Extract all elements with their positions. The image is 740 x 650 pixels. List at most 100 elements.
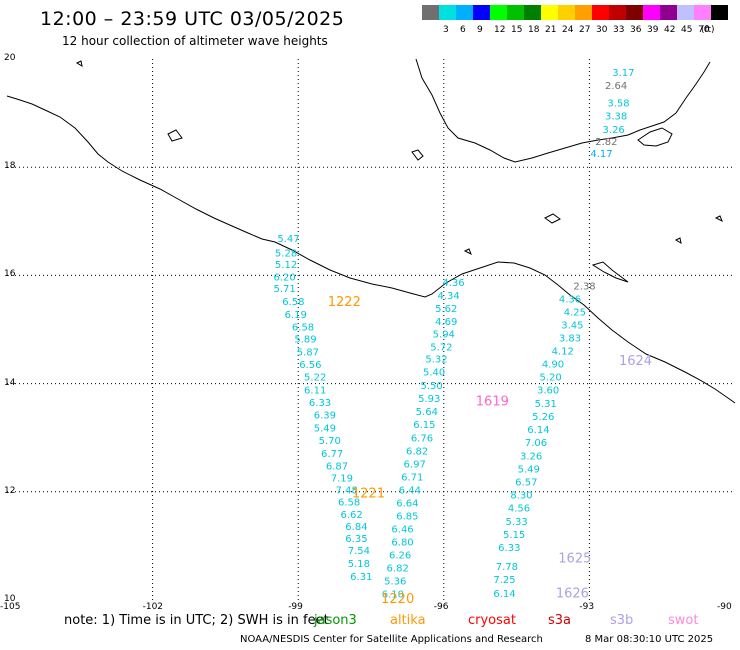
legend-label: 3 [443, 25, 449, 35]
legend-swatch [558, 5, 575, 20]
legend-swatch [711, 5, 728, 20]
wave-height-value: 6.71 [401, 473, 423, 484]
pass-time-label: 1626 [556, 586, 589, 601]
wave-height-value: 6.35 [345, 534, 367, 545]
pass-labels: 1222 1619 1624 1221 1625 1626 1220 [328, 295, 652, 607]
longitude-label: -93 [579, 602, 595, 612]
legend-swatch [541, 5, 558, 20]
legend-label: 33 [613, 25, 625, 35]
wave-height-value: 7.25 [493, 575, 515, 586]
island-outline [591, 261, 629, 283]
island-outline [411, 149, 424, 161]
altimeter-tracks: 5.475.285.126.205.716.586.196.585.895.87… [273, 68, 634, 601]
map-title: 12:00 – 23:59 UTC 03/05/2025 [40, 8, 345, 30]
legend-swatch [575, 5, 592, 20]
wave-height-value: 4.34 [438, 291, 460, 302]
wave-height-value: 6.80 [391, 538, 413, 549]
generated-timestamp: 8 Mar 08:30:10 UTC 2025 [585, 634, 714, 645]
wave-height-value: 6.56 [299, 360, 321, 371]
legend-label: 70 [698, 25, 710, 35]
wave-height-value: 5.36 [384, 577, 406, 588]
pacific-coastline [6, 95, 736, 404]
pass-time-label: 1625 [558, 551, 591, 566]
wave-height-value: 3.45 [561, 321, 583, 332]
legend-swatch [507, 5, 524, 20]
wave-height-value: 6.64 [396, 499, 418, 510]
legend-swatch [609, 5, 626, 20]
wave-height-value: 6.39 [314, 410, 336, 421]
latitude-label: 18 [4, 161, 16, 172]
wave-height-value: 6.87 [326, 461, 348, 472]
latitude-label: 20 [4, 53, 16, 63]
wave-height-value: 5.70 [319, 436, 341, 447]
wave-height-value: 3.58 [607, 98, 629, 109]
legend-label: 36 [630, 25, 642, 35]
wave-height-value: 5.72 [430, 342, 452, 353]
longitude-label: -90 [717, 602, 732, 612]
wave-height-value: 3.26 [603, 125, 625, 136]
wave-height-value: 4.25 [564, 308, 586, 319]
wave-height-value: 2.64 [605, 81, 627, 92]
legend-label: 12 [494, 25, 506, 35]
island-outline [167, 129, 183, 142]
wave-height-value: 4.36 [559, 295, 581, 306]
wave-height-value: 6.33 [309, 398, 331, 409]
wave-height-value: 7.06 [525, 438, 547, 449]
legend-label: 18 [528, 25, 540, 35]
wave-height-value: 5.47 [277, 234, 299, 245]
wave-height-value: 2.38 [573, 282, 595, 293]
island-outline [75, 60, 83, 68]
wave-height-value: 6.26 [389, 551, 411, 562]
wave-height-value: 6.11 [304, 386, 326, 397]
wave-height-value: 3.60 [537, 386, 559, 397]
wave-height-value: 3.38 [605, 111, 627, 122]
wave-height-value: 5.20 [539, 373, 561, 384]
latitude-label: 10 [4, 594, 16, 604]
satellite-name: s3a [548, 613, 572, 628]
gulf-coastline [415, 58, 711, 163]
wave-height-value: 4.69 [435, 317, 457, 328]
wave-height-value: 5.18 [348, 559, 370, 570]
wave-height-value: 4.36 [442, 278, 464, 289]
island-outline [637, 127, 673, 147]
legend-swatch [660, 5, 677, 20]
wave-height-value: 6.10 [382, 590, 404, 601]
island-outline [463, 248, 472, 256]
satellite-name: altika [390, 613, 426, 628]
longitude-label: -102 [142, 602, 164, 612]
wave-height-value: 5.93 [418, 394, 440, 405]
latitude-label: 16 [4, 269, 16, 280]
wave-height-value: 6.77 [321, 449, 343, 460]
wave-height-value: 5.89 [294, 335, 316, 346]
pass-time-label: 1221 [352, 486, 385, 501]
wave-height-value: 5.49 [314, 423, 336, 434]
wave-height-value: 4.17 [590, 149, 612, 160]
wave-height-value: 5.33 [505, 517, 527, 528]
wave-height-value: 6.58 [282, 297, 304, 308]
legend-label: 30 [596, 25, 608, 35]
legend-swatch [626, 5, 643, 20]
wave-height-value: 5.28 [275, 249, 297, 260]
island-outline [544, 213, 561, 224]
longitude-label: -96 [433, 602, 449, 612]
wave-height-value: 5.49 [518, 465, 540, 476]
longitude-label: -105 [0, 602, 21, 612]
wave-height-value: 6.97 [404, 460, 426, 471]
legend-label: 6 [460, 25, 466, 35]
legend-unit: (ft) [701, 25, 715, 35]
wave-height-value: 6.58 [292, 322, 314, 333]
wave-height-value: 6.82 [387, 564, 409, 575]
wave-height-value: 5.71 [273, 284, 295, 295]
pass-time-label: 1619 [476, 394, 509, 409]
wave-height-value: 5.62 [435, 304, 457, 315]
legend-swatch [677, 5, 694, 20]
wave-height-value: 5.32 [425, 355, 447, 366]
legend-label: 42 [664, 25, 676, 35]
credit-line: NOAA/NESDIS Center for Satellite Applica… [240, 634, 543, 645]
legend-swatch [524, 5, 541, 20]
island-outline [674, 237, 682, 245]
island-outline [714, 215, 723, 223]
legend-swatch [473, 5, 490, 20]
wave-height-value: 5.31 [535, 399, 557, 410]
footnote: note: 1) Time is in UTC; 2) SWH is in fe… [64, 613, 329, 628]
